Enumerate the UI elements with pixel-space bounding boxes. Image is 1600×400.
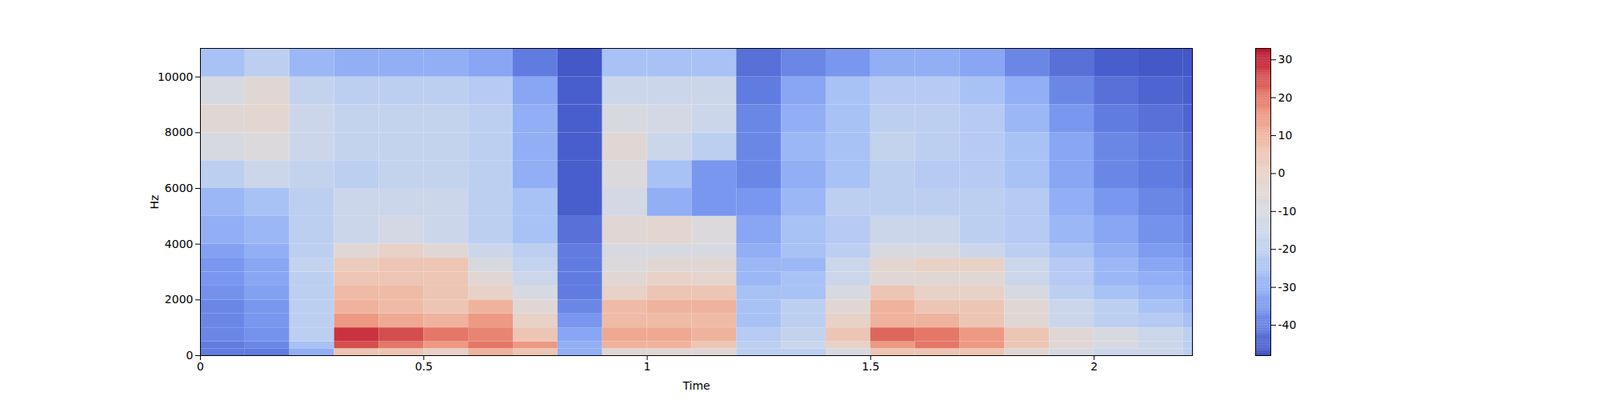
svg-text:8000: 8000 [164, 125, 194, 139]
svg-text:0.5: 0.5 [415, 360, 433, 373]
svg-text:2000: 2000 [164, 292, 194, 306]
svg-text:10000: 10000 [157, 70, 194, 84]
svg-text:0: 0 [196, 360, 204, 373]
svg-text:-40: -40 [1278, 318, 1297, 332]
svg-text:1.5: 1.5 [861, 360, 880, 373]
svg-text:20: 20 [1278, 91, 1293, 104]
svg-text:4000: 4000 [164, 237, 194, 251]
svg-text:0: 0 [186, 348, 194, 362]
svg-text:2: 2 [1090, 360, 1098, 373]
svg-text:-20: -20 [1278, 242, 1297, 256]
svg-text:-10: -10 [1278, 204, 1297, 218]
svg-text:Hz: Hz [148, 195, 161, 210]
svg-text:30: 30 [1278, 52, 1293, 66]
svg-text:-30: -30 [1278, 280, 1297, 294]
svg-text:6000: 6000 [164, 181, 194, 195]
svg-text:1: 1 [644, 360, 652, 373]
svg-text:0: 0 [1278, 166, 1286, 180]
svg-text:Time: Time [681, 379, 710, 392]
svg-text:10: 10 [1278, 128, 1293, 142]
